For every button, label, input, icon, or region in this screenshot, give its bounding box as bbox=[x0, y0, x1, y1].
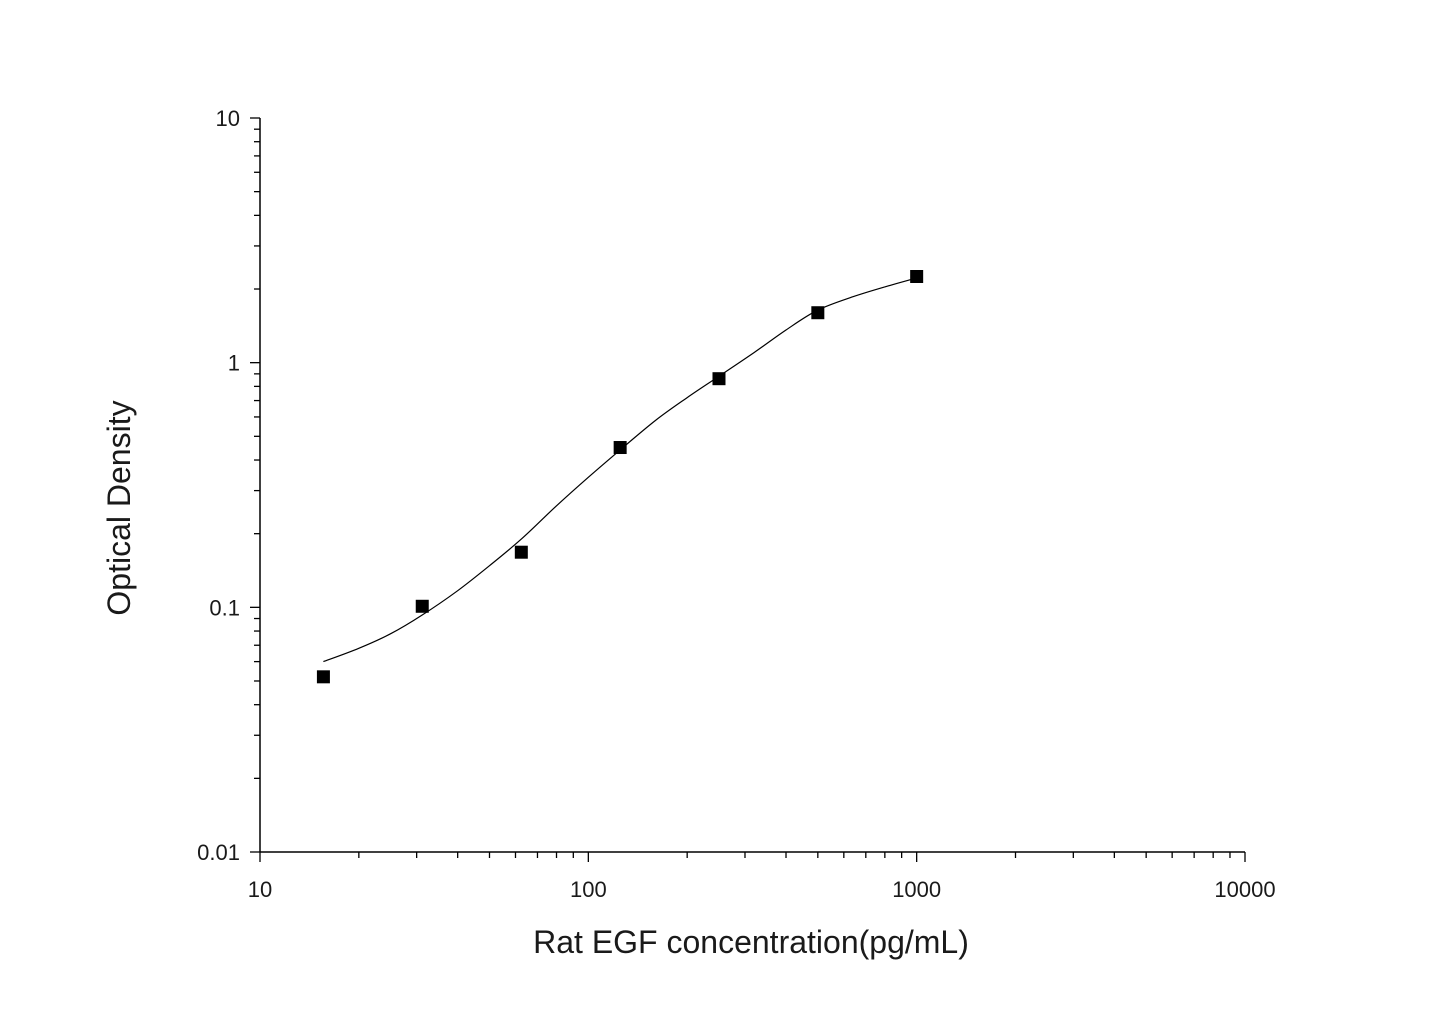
data-point bbox=[712, 372, 726, 386]
data-point bbox=[613, 441, 627, 455]
x-axis-label: Rat EGF concentration(pg/mL) bbox=[533, 924, 969, 960]
y-tick-label: 1 bbox=[228, 351, 240, 376]
y-tick-label: 10 bbox=[216, 106, 240, 131]
data-point bbox=[811, 306, 825, 320]
y-tick-label: 0.01 bbox=[197, 840, 240, 865]
x-tick-label: 100 bbox=[570, 877, 607, 902]
data-point bbox=[514, 545, 528, 559]
fit-curve-layer bbox=[323, 277, 917, 663]
data-points bbox=[316, 269, 924, 684]
axes: 10 100 1000 10000 0.01 0.1 1 10 bbox=[197, 106, 1275, 902]
y-tick-label: 0.1 bbox=[209, 595, 240, 620]
x-tick-label: 10 bbox=[248, 877, 272, 902]
x-tick-label: 10000 bbox=[1214, 877, 1275, 902]
data-point bbox=[910, 269, 924, 283]
fit-curve bbox=[323, 277, 917, 663]
data-point bbox=[415, 599, 429, 613]
y-axis-label: Optical Density bbox=[101, 400, 137, 615]
x-tick-label: 1000 bbox=[892, 877, 941, 902]
data-point bbox=[316, 670, 330, 684]
